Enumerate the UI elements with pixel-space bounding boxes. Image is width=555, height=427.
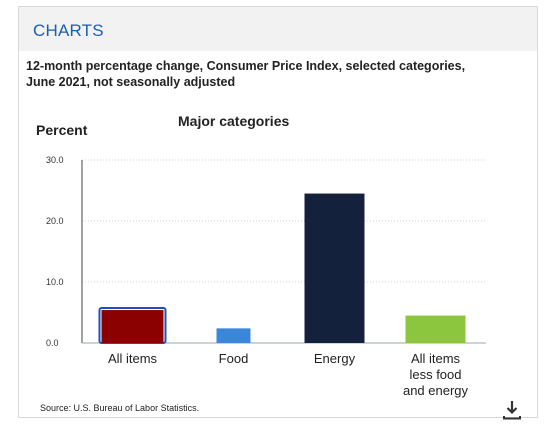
x-tick-label: All items — [108, 351, 158, 366]
y-tick-label: 10.0 — [46, 277, 64, 287]
y-tick-label: 30.0 — [46, 155, 64, 165]
download-icon — [503, 401, 521, 420]
download-button[interactable] — [500, 398, 524, 422]
panel-title: CHARTS — [33, 21, 104, 40]
x-tick-label: All items — [411, 351, 461, 366]
source-note: Source: U.S. Bureau of Labor Statistics. — [40, 403, 200, 413]
y-axis-label: Percent — [36, 122, 88, 138]
bar — [405, 315, 466, 343]
x-tick-label: Energy — [314, 351, 356, 366]
bar — [216, 328, 251, 343]
bar — [304, 193, 365, 343]
charts-panel: CHARTS — [18, 6, 538, 418]
chart-subtitle: Major categories — [178, 113, 290, 129]
x-tick-label: and energy — [403, 383, 469, 398]
bar — [101, 310, 164, 343]
panel-header: CHARTS — [19, 7, 537, 51]
y-tick-label: 0.0 — [46, 338, 59, 348]
x-tick-label: less food — [409, 367, 461, 382]
x-tick-label: Food — [219, 351, 249, 366]
chart-title: 12-month percentage change, Consumer Pri… — [26, 59, 466, 89]
y-tick-label: 20.0 — [46, 216, 64, 226]
